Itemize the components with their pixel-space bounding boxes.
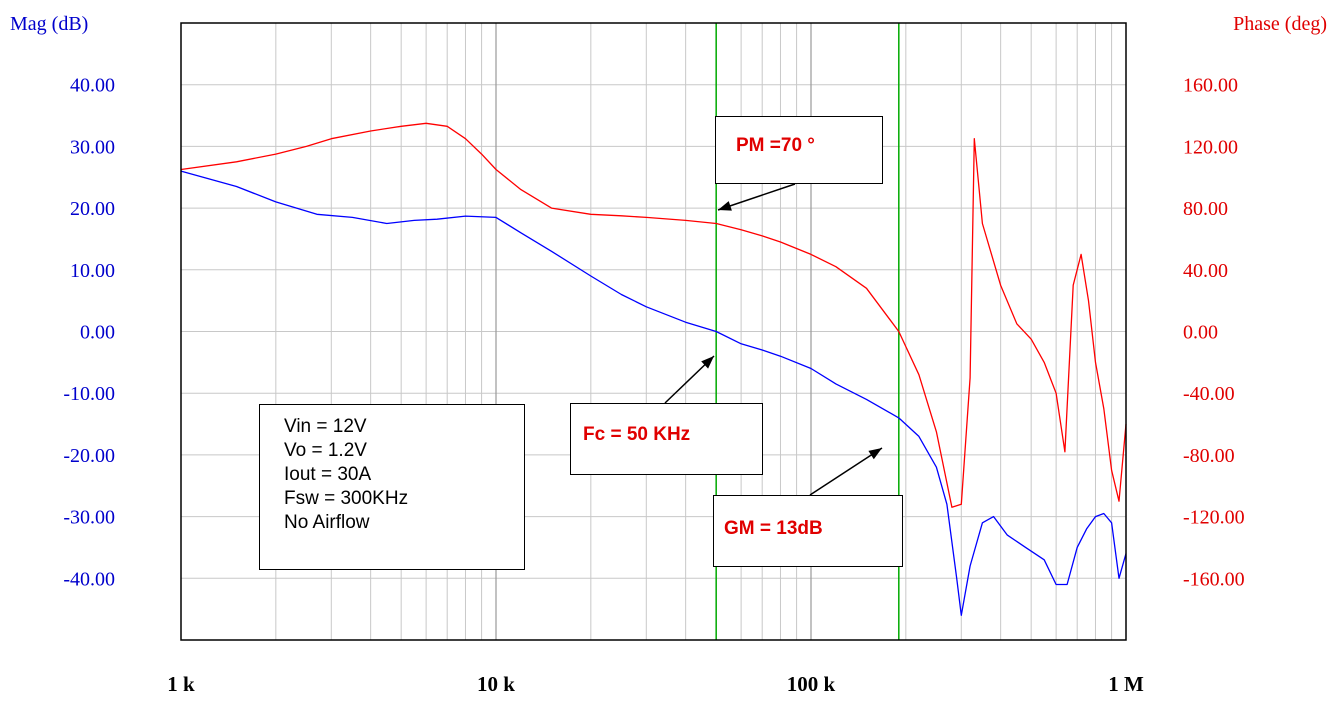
right-tick-label: -80.00 [1183, 445, 1235, 467]
pm-annotation-box: PM =70 ° [715, 116, 883, 184]
annotation-arrows [664, 183, 883, 496]
left-tick-label: 20.00 [70, 198, 115, 220]
right-tick-label: 40.00 [1183, 260, 1228, 282]
left-tick-label: 30.00 [70, 136, 115, 158]
right-tick-label: 120.00 [1183, 136, 1238, 158]
x-tick-label: 1 M [1108, 672, 1144, 696]
left-axis-title: Mag (dB) [10, 13, 88, 35]
annotation-arrowhead [868, 448, 882, 460]
condition-fsw: Fsw = 300KHz [284, 488, 409, 509]
annotation-arrow-line [717, 183, 796, 211]
left-tick-label: -10.00 [63, 383, 115, 405]
condition-airflow: No Airflow [284, 512, 370, 533]
gm-annotation-box: GM = 13dB [713, 495, 903, 567]
left-tick-label: -40.00 [63, 568, 115, 590]
fc-annotation-box: Fc = 50 KHz [570, 403, 763, 475]
x-tick-label: 10 k [477, 672, 515, 696]
annotation-arrowhead [718, 201, 732, 211]
x-tick-labels: 1 k 10 k 100 k 1 M [167, 672, 1144, 696]
right-tick-label: -40.00 [1183, 383, 1235, 405]
condition-vin: Vin = 12V [284, 416, 367, 437]
annotation-arrowhead [701, 356, 714, 369]
x-tick-label: 1 k [167, 672, 195, 696]
fc-annotation-text: Fc = 50 KHz [583, 424, 691, 445]
plot-frame [180, 22, 1127, 641]
gm-annotation-text: GM = 13dB [724, 518, 823, 539]
right-tick-label: 80.00 [1183, 198, 1228, 220]
phase-series-line [180, 122, 1127, 508]
pm-annotation-text: PM =70 ° [736, 135, 815, 156]
series-layer [180, 122, 1127, 616]
condition-vo: Vo = 1.2V [284, 440, 367, 461]
left-tick-label: 0.00 [80, 322, 115, 344]
right-tick-label: 160.00 [1183, 75, 1238, 97]
condition-iout: Iout = 30A [284, 464, 372, 485]
right-tick-label: 0.00 [1183, 322, 1218, 344]
left-tick-label: -20.00 [63, 445, 115, 467]
x-tick-label: 100 k [787, 672, 836, 696]
annotation-arrow-line [809, 447, 883, 496]
left-tick-label: -30.00 [63, 507, 115, 529]
left-tick-labels: 40.00 30.00 20.00 10.00 0.00 -10.00 -20.00 -30.… [63, 75, 115, 591]
left-tick-label: 10.00 [70, 260, 115, 282]
right-tick-label: -120.00 [1183, 507, 1245, 529]
right-tick-labels: 160.00 120.00 80.00 40.00 0.00 -40.00 -80.00 -1… [1183, 75, 1245, 591]
left-tick-label: 40.00 [70, 75, 115, 97]
magnitude-series-line [180, 170, 1127, 616]
right-tick-label: -160.00 [1183, 568, 1245, 590]
right-axis-title: Phase (deg) [1233, 13, 1327, 35]
test-conditions-box: Vin = 12V Vo = 1.2V Iout = 30A Fsw = 300… [259, 404, 525, 570]
